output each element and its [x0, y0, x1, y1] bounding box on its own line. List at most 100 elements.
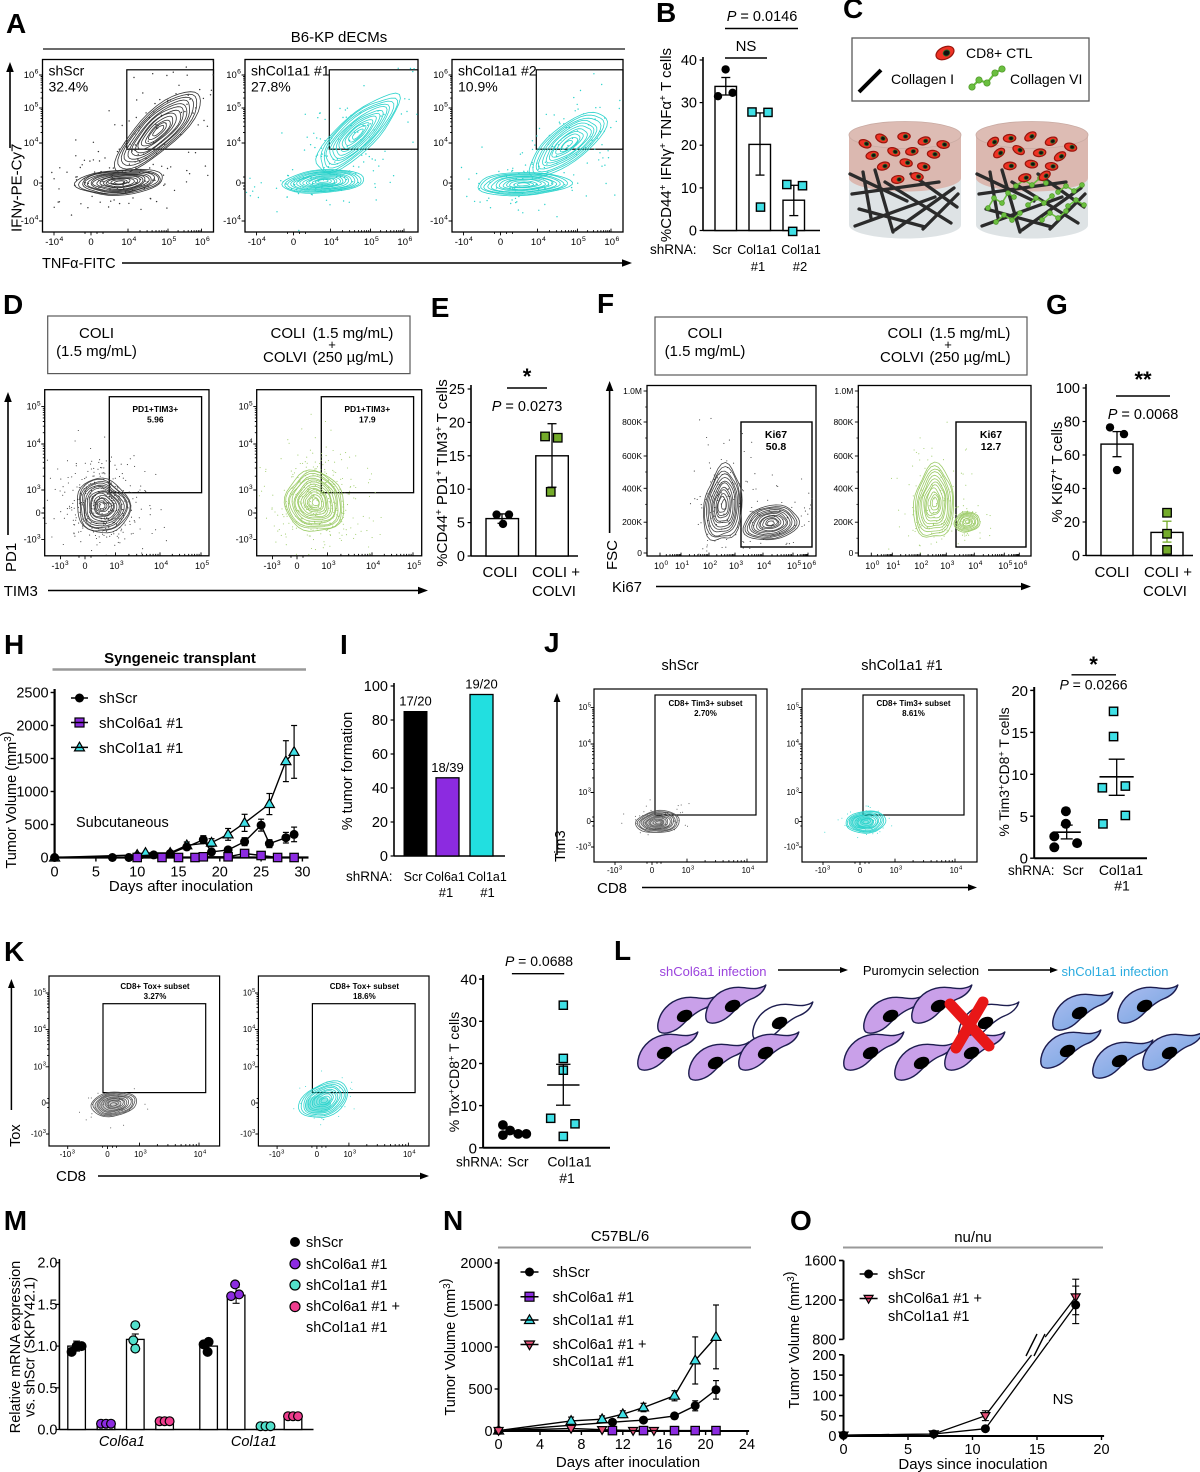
svg-text:4: 4: [588, 739, 592, 745]
svg-text:50.8: 50.8: [766, 441, 787, 453]
svg-text:10: 10: [33, 1025, 42, 1034]
svg-text:18/39: 18/39: [431, 760, 464, 775]
svg-text:200: 200: [812, 1348, 836, 1364]
svg-text:5: 5: [1020, 809, 1028, 826]
svg-text:shRNA:: shRNA:: [346, 869, 393, 884]
svg-text:%CD44+ IFNγ+ TNFα+ T cells: %CD44+ IFNγ+ TNFα+ T cells: [658, 48, 675, 242]
svg-text:5: 5: [206, 560, 210, 567]
svg-text:10: 10: [226, 70, 237, 81]
svg-text:(250 µg/mL): (250 µg/mL): [312, 349, 393, 366]
svg-text:10: 10: [682, 866, 691, 875]
svg-text:Ki67: Ki67: [980, 429, 1002, 441]
svg-text:0: 0: [828, 1429, 836, 1445]
svg-text:4: 4: [469, 236, 473, 243]
svg-text:CD8+ Tim3+ subset: CD8+ Tim3+ subset: [668, 699, 742, 708]
svg-text:1: 1: [686, 560, 690, 567]
svg-text:J: J: [544, 627, 560, 658]
svg-text:20: 20: [212, 865, 228, 881]
svg-text:5: 5: [252, 988, 255, 994]
svg-text:0: 0: [33, 178, 38, 189]
svg-text:10: 10: [681, 181, 697, 197]
svg-text:3: 3: [588, 787, 591, 793]
svg-text:0: 0: [294, 561, 299, 571]
svg-text:0: 0: [858, 866, 863, 875]
svg-text:(1.5 mg/mL): (1.5 mg/mL): [313, 325, 394, 342]
svg-text:10: 10: [366, 561, 376, 571]
svg-text:+: +: [328, 337, 336, 352]
svg-text:6: 6: [206, 236, 210, 243]
svg-text:10: 10: [449, 482, 465, 498]
svg-text:4: 4: [262, 236, 266, 243]
svg-text:shCol1a1 #1: shCol1a1 #1: [251, 63, 330, 79]
svg-text:0: 0: [105, 1150, 110, 1159]
svg-text:2: 2: [714, 560, 718, 567]
svg-text:10: 10: [243, 989, 252, 998]
svg-text:shRNA:: shRNA:: [1008, 863, 1055, 878]
svg-text:8.61%: 8.61%: [902, 709, 925, 718]
svg-text:shCol1a1 #1: shCol1a1 #1: [861, 658, 942, 674]
svg-text:0: 0: [1072, 549, 1080, 565]
svg-text:PD1+TIM3+: PD1+TIM3+: [344, 404, 390, 414]
svg-text:10: 10: [460, 1098, 477, 1115]
svg-text:6: 6: [409, 236, 413, 243]
svg-text:CD8+ Tox+ subset: CD8+ Tox+ subset: [330, 982, 400, 991]
svg-text:H: H: [4, 629, 24, 660]
svg-text:TIM3: TIM3: [4, 583, 38, 600]
svg-text:600K: 600K: [833, 451, 853, 461]
svg-text:10: 10: [742, 866, 751, 875]
svg-text:10: 10: [27, 485, 37, 495]
svg-text:Col1a1: Col1a1: [467, 870, 507, 884]
svg-text:10: 10: [321, 561, 331, 571]
svg-text:shCol1a1 #1: shCol1a1 #1: [306, 1278, 387, 1294]
svg-text:10: 10: [397, 237, 408, 248]
svg-text:5: 5: [375, 236, 379, 243]
svg-text:G: G: [1046, 289, 1068, 320]
svg-text:COLVI: COLVI: [263, 349, 307, 366]
svg-text:10: 10: [964, 1442, 980, 1458]
svg-text:1000: 1000: [460, 1340, 492, 1356]
svg-text:60: 60: [1064, 448, 1080, 464]
svg-text:#1: #1: [439, 885, 453, 900]
svg-text:0: 0: [689, 224, 697, 240]
svg-text:17/20: 17/20: [399, 694, 432, 709]
svg-text:Tumor Volume (mm3): Tumor Volume (mm3): [438, 1278, 459, 1415]
svg-text:4: 4: [35, 137, 39, 144]
svg-text:10: 10: [886, 561, 896, 571]
svg-text:500: 500: [24, 818, 48, 834]
svg-text:4: 4: [335, 236, 339, 243]
svg-text:30: 30: [681, 96, 697, 112]
svg-text:3: 3: [951, 560, 955, 567]
svg-text:10: 10: [578, 740, 587, 749]
svg-text:(1.5 mg/mL): (1.5 mg/mL): [665, 343, 746, 360]
svg-text:10: 10: [243, 1062, 252, 1071]
svg-text:1.0M: 1.0M: [834, 386, 853, 396]
svg-text:Days after inoculation: Days after inoculation: [109, 878, 253, 895]
svg-text:100: 100: [1056, 381, 1080, 397]
svg-text:-10: -10: [430, 216, 444, 227]
svg-text:0: 0: [88, 237, 93, 248]
svg-text:32.4%: 32.4%: [49, 79, 89, 95]
svg-text:4: 4: [412, 1150, 416, 1156]
svg-text:0: 0: [236, 178, 241, 189]
svg-text:% tumor formation: % tumor formation: [340, 712, 356, 830]
svg-text:20: 20: [1011, 683, 1028, 700]
svg-text:D: D: [3, 289, 23, 320]
svg-text:5: 5: [796, 703, 799, 709]
svg-text:0: 0: [637, 548, 642, 558]
svg-text:5: 5: [43, 988, 46, 994]
svg-text:*: *: [523, 364, 532, 389]
svg-text:-10: -10: [263, 561, 276, 571]
svg-text:5: 5: [249, 401, 253, 408]
svg-text:20: 20: [681, 138, 697, 154]
svg-text:4: 4: [796, 739, 800, 745]
svg-text:10: 10: [195, 561, 205, 571]
svg-text:10: 10: [531, 237, 542, 248]
svg-text:M: M: [4, 1205, 27, 1236]
svg-text:6: 6: [35, 69, 39, 76]
svg-text:0.0: 0.0: [37, 1423, 57, 1439]
svg-text:6: 6: [444, 69, 448, 76]
svg-text:10: 10: [578, 703, 587, 712]
svg-text:15: 15: [449, 449, 465, 465]
svg-text:10: 10: [604, 237, 615, 248]
svg-text:5: 5: [588, 703, 591, 709]
